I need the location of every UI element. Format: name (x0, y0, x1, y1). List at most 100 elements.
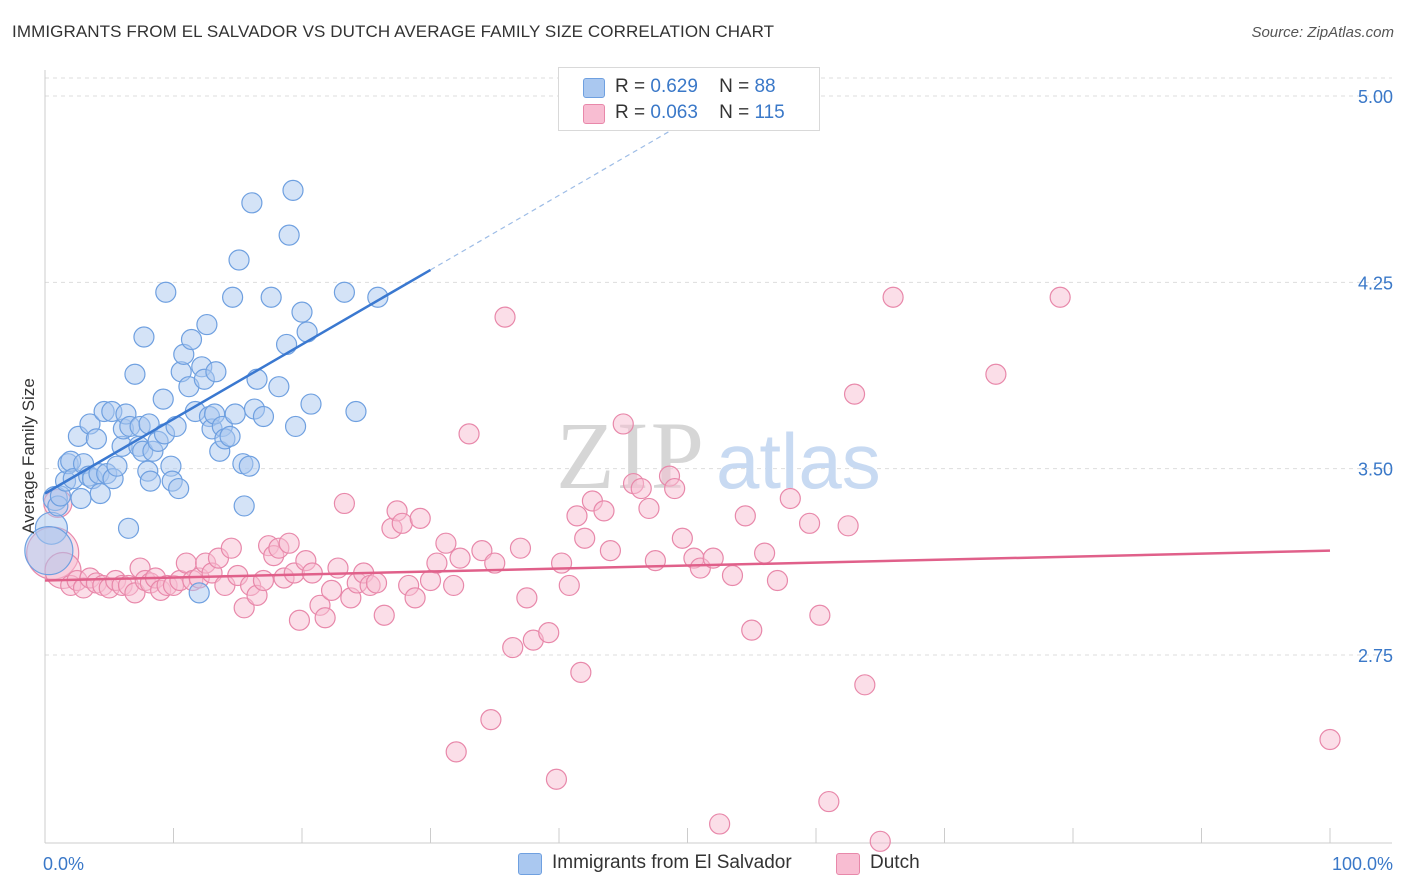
data-point (139, 470, 161, 492)
data-point (333, 492, 356, 515)
y-axis-label: Average Family Size (19, 378, 38, 534)
data-point (443, 574, 465, 597)
y-tick-label: 2.75 (1358, 646, 1393, 666)
data-point (449, 547, 471, 569)
data-point (180, 328, 203, 351)
data-point (155, 281, 177, 303)
tick-labels: 2.75 3.50 4.25 5.00 0.0% 100.0% (43, 87, 1393, 874)
legend-r-value: 0.629 (650, 76, 698, 97)
data-point (766, 569, 789, 592)
data-point (734, 505, 756, 527)
data-point (124, 363, 146, 385)
legend-swatch-blue (583, 78, 605, 98)
data-point (291, 301, 313, 323)
data-point (570, 661, 592, 683)
data-point (238, 455, 260, 477)
data-point (741, 619, 763, 641)
source-label: Source: ZipAtlas.com (1251, 24, 1394, 41)
data-point (435, 532, 457, 554)
data-point (278, 532, 300, 554)
data-point (233, 495, 255, 517)
stats-legend: R = 0.629 N = 88 R = 0.063 N = 115 (558, 67, 820, 131)
data-point (282, 179, 304, 202)
data-point (480, 708, 502, 731)
axes (44, 70, 1392, 844)
data-point (222, 286, 244, 308)
data-point (843, 383, 866, 405)
data-point (314, 607, 336, 629)
data-point (854, 674, 876, 696)
data-point (818, 790, 840, 813)
data-points (24, 179, 1341, 852)
data-point (188, 582, 210, 604)
data-point (320, 579, 343, 602)
x-tick-label: 0.0% (43, 854, 84, 874)
data-point (721, 564, 744, 587)
bottom-legend-swatch-pink (836, 853, 860, 875)
data-point (484, 552, 506, 574)
data-point (1319, 728, 1341, 751)
data-point (409, 507, 431, 529)
data-point (426, 552, 448, 574)
data-point (260, 286, 282, 308)
data-point (365, 572, 388, 594)
data-point (219, 425, 241, 447)
data-point (391, 512, 413, 534)
legend-n-value: 115 (754, 102, 785, 123)
bottom-legend-swatch-blue (518, 853, 542, 875)
data-point (471, 540, 493, 562)
trend-line-extension (430, 120, 688, 271)
data-point (24, 526, 74, 576)
data-point (373, 604, 395, 626)
data-point (458, 423, 480, 445)
x-tick-label: 100.0% (1332, 854, 1393, 874)
data-point (205, 361, 227, 383)
data-point (85, 428, 108, 450)
bottom-legend-label: Dutch (870, 852, 920, 873)
legend-n-value: 88 (754, 76, 776, 97)
data-point (638, 497, 660, 520)
data-point (117, 517, 140, 539)
data-point (550, 552, 573, 574)
data-point (196, 313, 218, 336)
data-point (538, 622, 560, 644)
data-point (278, 224, 300, 246)
data-point (630, 477, 652, 500)
data-point (612, 413, 634, 435)
data-point (246, 368, 268, 390)
data-point (753, 542, 776, 564)
data-point (345, 400, 367, 423)
data-point (220, 537, 242, 559)
data-point (558, 574, 580, 597)
chart-title: IMMIGRANTS FROM EL SALVADOR VS DUTCH AVE… (12, 22, 775, 41)
trend-line (44, 549, 1331, 582)
y-tick-label: 3.50 (1358, 460, 1393, 480)
data-point (798, 512, 821, 534)
data-point (566, 505, 588, 527)
data-point (494, 306, 516, 328)
data-point (779, 487, 801, 510)
y-tick-label: 4.25 (1358, 273, 1393, 293)
data-point (133, 326, 155, 348)
data-point (809, 604, 831, 626)
data-point (288, 609, 311, 631)
data-point (574, 527, 596, 549)
data-point (516, 587, 538, 609)
data-point (545, 768, 568, 790)
data-point (296, 321, 318, 343)
y-tick-label: 5.00 (1358, 87, 1393, 107)
data-point (252, 569, 275, 592)
watermark: ZIP atlas (556, 402, 881, 509)
data-point (502, 636, 524, 659)
legend-r-label: R = (615, 102, 646, 123)
data-point (671, 527, 693, 549)
data-point (702, 547, 724, 569)
legend-swatch-pink (583, 104, 605, 124)
data-point (224, 403, 246, 425)
data-point (89, 482, 111, 505)
data-point (168, 477, 190, 500)
data-point (869, 830, 891, 852)
data-point (599, 540, 622, 562)
data-point (268, 376, 290, 398)
